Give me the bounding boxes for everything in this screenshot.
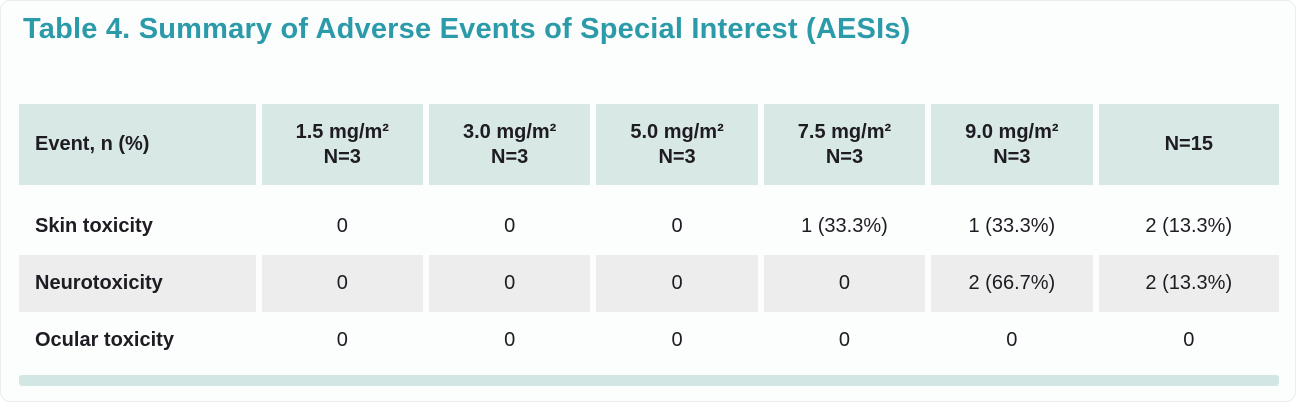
column-header-total: N=15: [1098, 104, 1279, 185]
column-header-label: Event, n (%): [35, 133, 150, 155]
column-header-label: 7.5 mg/m²: [797, 120, 892, 143]
row-label: Skin toxicity: [35, 215, 153, 237]
table-title: Table 4. Summary of Adverse Events of Sp…: [23, 13, 911, 45]
value-cell: 2 (66.7%): [931, 255, 1093, 312]
column-header-label: 5.0 mg/m²: [630, 120, 724, 143]
column-header-label: 3.0 mg/m²: [462, 120, 557, 143]
value-cell: 0: [428, 255, 591, 312]
value-cell: 0: [336, 215, 348, 237]
table-row-neurotoxicity: Neurotoxicity 0 0 0 0 2 (66.7%) 2 (13.3%…: [19, 255, 1279, 312]
column-header-dose-7-5: 7.5 mg/m² N=3: [763, 104, 926, 185]
value-cell: 0: [596, 255, 758, 312]
value-cell: 0: [261, 255, 423, 312]
value-cell: 0: [504, 215, 516, 237]
value-cell: 0: [504, 329, 516, 351]
value-cell: 1 (33.3%): [801, 215, 888, 237]
value-cell: 2 (13.3%): [1145, 215, 1233, 237]
row-label: Ocular toxicity: [35, 329, 174, 351]
column-header-label: 1.5 mg/m²: [295, 120, 389, 143]
table-row-skin-toxicity: Skin toxicity 0 0 0 1 (33.3%) 1 (33.3%) …: [19, 198, 1279, 255]
column-header-dose-3-0: 3.0 mg/m² N=3: [428, 104, 591, 185]
column-header-sublabel: N=3: [491, 145, 529, 168]
column-header-dose-1-5: 1.5 mg/m² N=3: [261, 104, 423, 185]
column-header-sublabel: N=3: [825, 145, 864, 168]
row-label: Neurotoxicity: [19, 255, 256, 312]
column-header-sublabel: N=3: [993, 145, 1031, 168]
column-header-dose-5-0: 5.0 mg/m² N=3: [596, 104, 758, 185]
table-header-row: Event, n (%) 1.5 mg/m² N=3 3.0 mg/m² N=3…: [19, 104, 1279, 185]
column-header-sublabel: N=3: [323, 145, 361, 168]
column-header-label: 9.0 mg/m²: [965, 120, 1059, 143]
footer-accent-bar: [19, 375, 1279, 386]
column-header-label: N=15: [1164, 133, 1213, 155]
table-row-ocular-toxicity: Ocular toxicity 0 0 0 0 0 0: [19, 312, 1279, 369]
value-cell: 0: [763, 255, 926, 312]
value-cell: 0: [671, 329, 683, 351]
value-cell: 0: [1183, 329, 1195, 351]
value-cell: 0: [336, 329, 348, 351]
value-cell: 2 (13.3%): [1098, 255, 1279, 312]
value-cell: 0: [1006, 329, 1018, 351]
value-cell: 0: [671, 215, 683, 237]
aesi-table: Event, n (%) 1.5 mg/m² N=3 3.0 mg/m² N=3…: [19, 104, 1279, 369]
column-header-dose-9-0: 9.0 mg/m² N=3: [931, 104, 1093, 185]
column-header-sublabel: N=3: [658, 145, 696, 168]
value-cell: 1 (33.3%): [968, 215, 1056, 237]
column-header-event: Event, n (%): [19, 104, 256, 185]
value-cell: 0: [838, 329, 851, 351]
